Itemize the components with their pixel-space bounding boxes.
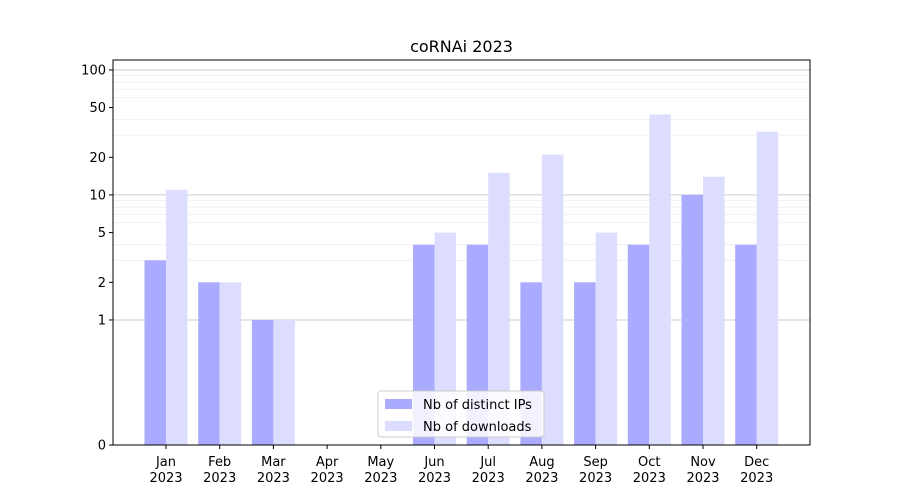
chart-title: coRNAi 2023 [410,37,513,56]
legend-label: Nb of distinct IPs [423,398,532,413]
bar-downloads [756,131,779,445]
legend-label: Nb of downloads [423,420,532,435]
x-tick-label-month: Jul [479,455,496,470]
x-tick-label-month: Dec [744,455,769,470]
x-tick-label-month: Jan [155,455,176,470]
x-tick-label-month: Aug [529,455,554,470]
y-tick-label: 2 [98,276,106,291]
bar-downloads [166,189,188,445]
bar-downloads [541,154,564,446]
x-tick-label-year: 2023 [525,471,558,486]
y-tick-label: 0 [98,439,106,454]
bar-downloads [273,319,295,445]
x-tick-label-year: 2023 [364,471,397,486]
x-axis: Jan2023Feb2023Mar2023Apr2023May2023Jun20… [149,445,773,486]
y-tick-label: 20 [89,151,106,166]
legend: Nb of distinct IPs Nb of downloads [377,390,545,438]
x-tick-label-month: May [367,455,394,470]
y-tick-label: 100 [81,63,106,78]
y-axis: 0 1 2 5 10 20 50 100 [81,63,113,454]
bar-distinct-ips [627,244,650,445]
x-tick-label-month: Mar [261,455,286,470]
y-tick-label: 1 [98,313,106,328]
legend-swatch [385,421,412,431]
x-tick-label-year: 2023 [149,471,182,486]
bar-downloads [703,176,725,445]
y-tick-label: 10 [89,188,106,203]
x-tick-label-month: Sep [583,455,608,470]
bar-downloads [488,172,510,445]
legend-box [377,390,545,438]
bar-distinct-ips [574,282,596,445]
x-tick-label-month: Jun [423,455,444,470]
x-tick-label-year: 2023 [311,471,344,486]
x-tick-label-year: 2023 [203,471,236,486]
x-tick-label-month: Nov [690,455,716,470]
x-tick-label-year: 2023 [686,471,719,486]
plot-frame [112,59,811,446]
bar-downloads [649,114,671,445]
bar-downloads [219,282,242,445]
bar-distinct-ips [681,194,703,445]
bar-distinct-ips [251,319,274,445]
x-tick-label-year: 2023 [579,471,612,486]
x-tick-label-year: 2023 [472,471,505,486]
x-tick-label-month: Apr [316,455,339,470]
bars [144,114,779,446]
x-tick-label-year: 2023 [418,471,451,486]
bar-downloads [595,232,618,445]
x-tick-label-year: 2023 [257,471,290,486]
x-tick-label-month: Oct [638,455,660,470]
bar-distinct-ips [198,282,220,445]
y-tick-label: 5 [98,226,106,241]
y-tick-label: 50 [89,101,106,116]
x-tick-label-year: 2023 [740,471,773,486]
legend-swatch [385,399,412,409]
x-tick-label-month: Feb [208,455,231,470]
x-tick-label-year: 2023 [633,471,666,486]
bar-distinct-ips [735,244,757,445]
bar-distinct-ips [144,260,166,445]
